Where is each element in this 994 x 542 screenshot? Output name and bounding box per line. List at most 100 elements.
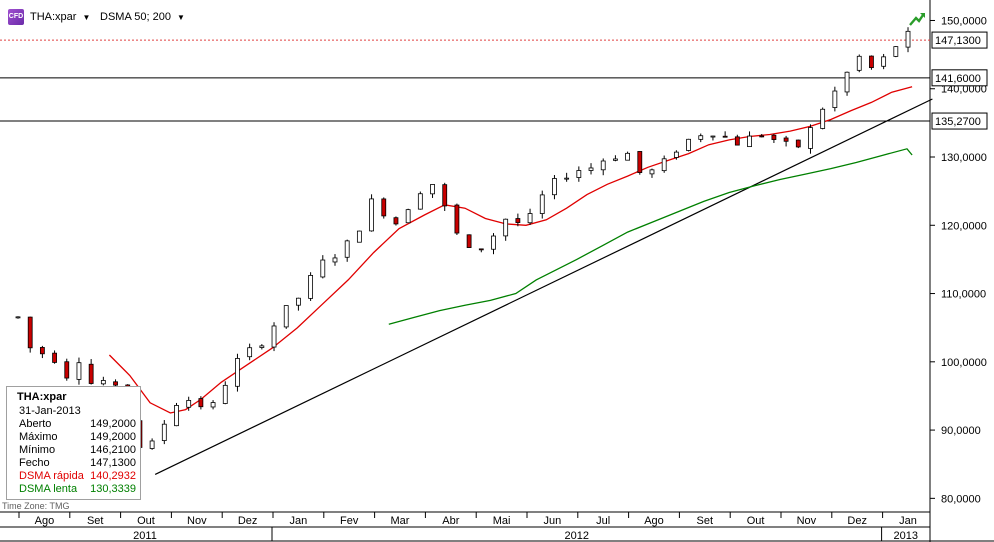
candle-up: [588, 167, 594, 171]
chevron-down-icon: ▼: [176, 12, 185, 22]
legend-row-label: Mínimo: [19, 444, 56, 456]
candle-down: [869, 55, 874, 69]
candle-up: [296, 297, 301, 306]
trendline: [154, 98, 933, 475]
symbol-label: THA:xpar: [30, 11, 77, 23]
candle-up: [491, 235, 496, 250]
candle-up: [832, 90, 838, 108]
x-tick-label: Jun: [544, 515, 562, 527]
candle-up: [161, 423, 167, 441]
x-tick-label: Dez: [238, 515, 258, 527]
candle-down: [795, 139, 801, 148]
candle-up: [686, 138, 691, 151]
price-tag-label: 147,1300: [935, 35, 981, 47]
candle-down: [722, 135, 728, 138]
candle-up: [15, 316, 21, 319]
candle-up: [503, 218, 509, 237]
candle-up: [576, 170, 582, 178]
candle-down: [771, 134, 777, 140]
candle-down: [113, 381, 118, 386]
candle-down: [381, 198, 387, 217]
x-tick-label: Ago: [35, 515, 55, 527]
candle-up: [747, 135, 752, 148]
candle-up: [844, 71, 850, 93]
candle-down: [442, 184, 448, 207]
y-tick-label: 110,0000: [941, 289, 986, 301]
legend-row-value: 140,2932: [90, 470, 136, 482]
x-tick-label: Jan: [899, 515, 917, 527]
candle-down: [52, 352, 57, 363]
candle-up: [808, 127, 813, 149]
moving-average-line: [388, 148, 913, 325]
candle-up: [625, 152, 630, 161]
y-tick-label: 80,0000: [941, 493, 981, 505]
candle-up: [820, 108, 826, 129]
x-tick-label: Mar: [391, 515, 410, 527]
candle-up: [600, 160, 606, 171]
legend-row-value: 147,1300: [90, 457, 136, 469]
indicator-selector[interactable]: DSMA 50; 200 ▼: [100, 9, 185, 25]
x-tick-label: Fev: [340, 515, 359, 527]
price-tag-box: [931, 31, 988, 49]
candle-down: [515, 218, 521, 223]
candle-up: [174, 405, 179, 427]
legend-row: DSMA rápida 140,2932: [19, 470, 136, 483]
trend-up-icon[interactable]: [908, 10, 926, 28]
x-tick-label: Jan: [290, 515, 308, 527]
legend-row-label: DSMA lenta: [19, 483, 78, 495]
price-tag-label: 141,6000: [935, 73, 981, 85]
y-tick-label: 100,0000: [941, 357, 987, 369]
candle-down: [759, 135, 765, 138]
x-tick-label: Abr: [442, 515, 459, 527]
candle-down: [27, 316, 33, 349]
candle-up: [564, 177, 570, 180]
price-tag-label: 135,2700: [935, 116, 981, 128]
symbol-selector[interactable]: CFD THA:xpar ▼: [8, 9, 90, 25]
x-tick-label: Jul: [596, 515, 610, 527]
x-tick-label: Nov: [797, 515, 817, 527]
x-tick-label: Set: [87, 515, 104, 527]
candle-up: [344, 240, 350, 258]
time-zone-label: Time Zone: TMG: [2, 501, 70, 511]
candle-up: [552, 178, 557, 196]
candle-up: [149, 440, 155, 449]
candle-up: [210, 402, 216, 408]
candle-up: [417, 193, 423, 210]
x-tick-label: Out: [137, 515, 155, 527]
candle-up: [430, 184, 435, 195]
candle-up: [247, 347, 253, 358]
candle-up: [710, 135, 716, 138]
legend-row-value: 149,2000: [90, 418, 136, 430]
legend-row-label: Aberto: [19, 418, 52, 430]
candle-up: [235, 358, 240, 387]
candle-up: [905, 30, 911, 48]
legend-row: Máximo 149,2000: [19, 431, 136, 444]
candle-down: [637, 151, 643, 173]
legend-row-label: Máximo: [19, 431, 58, 443]
candle-up: [222, 384, 228, 404]
candle-up: [283, 305, 289, 328]
candle-up: [76, 362, 82, 380]
candle-up: [369, 198, 374, 232]
y-tick-label: 140,0000: [941, 84, 987, 96]
candle-down: [393, 217, 399, 225]
candle-up: [613, 158, 618, 161]
year-label: 2011: [133, 530, 157, 542]
candle-up: [539, 194, 545, 214]
x-tick-label: Ago: [644, 515, 664, 527]
indicator-label: DSMA 50; 200: [100, 11, 171, 23]
candle-up: [186, 400, 192, 408]
x-tick-label: Out: [747, 515, 765, 527]
x-tick-label: Nov: [187, 515, 207, 527]
candle-up: [661, 158, 667, 172]
candle-up: [881, 56, 887, 67]
candle-up: [259, 345, 265, 348]
candle-up: [698, 135, 704, 140]
year-label: 2013: [894, 530, 918, 542]
legend-date: 31-Jan-2013: [19, 405, 81, 417]
candle-down: [734, 136, 740, 146]
chart-toolbar: CFD THA:xpar ▼ DSMA 50; 200 ▼: [0, 0, 930, 30]
candle-down: [64, 361, 70, 379]
candle-up: [271, 325, 277, 348]
